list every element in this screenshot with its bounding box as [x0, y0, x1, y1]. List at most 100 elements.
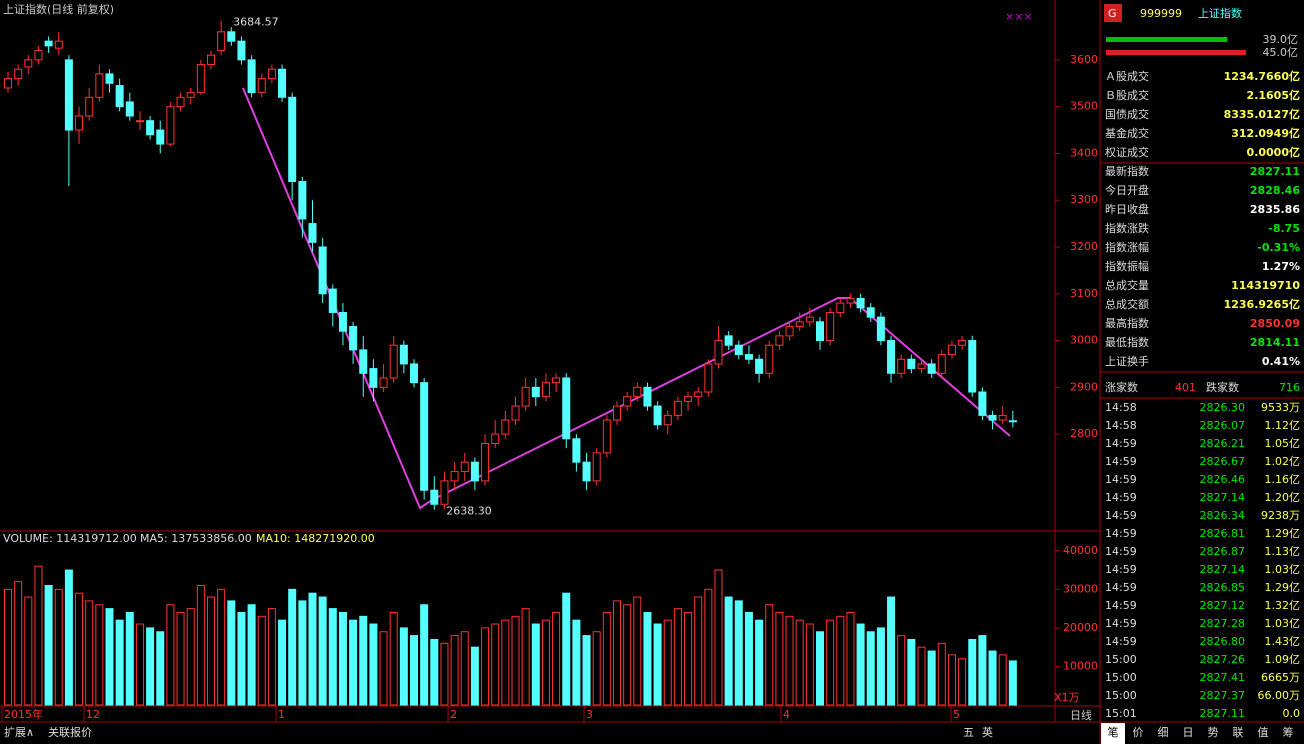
- y-tick-label: 3400: [1070, 146, 1098, 159]
- row-value: -0.31%: [1257, 241, 1300, 254]
- tab[interactable]: 笔: [1108, 725, 1119, 739]
- volume-bar: [633, 596, 642, 706]
- volume-bar: [785, 615, 794, 706]
- tick-price: 2826.85: [1200, 581, 1246, 594]
- volume-bar: [156, 631, 165, 706]
- candle-body: [988, 414, 997, 421]
- menu[interactable]: 关联报价: [48, 725, 92, 739]
- volume-bar: [399, 627, 408, 706]
- icon[interactable]: 五: [963, 726, 974, 739]
- tick-time: 14:58: [1105, 419, 1137, 432]
- y-tick-label: 3100: [1070, 287, 1098, 300]
- volume-bar: [511, 615, 520, 706]
- tab[interactable]: 细: [1158, 726, 1169, 739]
- tab[interactable]: 筹: [1283, 725, 1294, 739]
- tick-price: 2826.67: [1200, 455, 1246, 468]
- volume-bar: [298, 600, 307, 706]
- volume-bar: [643, 611, 652, 706]
- candle-body: [958, 340, 967, 346]
- tick-time: 15:00: [1105, 689, 1137, 702]
- volume-bar: [592, 631, 601, 706]
- row-value: 8335.0127亿: [1224, 107, 1300, 121]
- tick-time: 15:01: [1105, 707, 1137, 720]
- volume-bar: [95, 604, 104, 706]
- row-label: 总成交量: [1105, 278, 1149, 292]
- tab[interactable]: 联: [1233, 726, 1244, 739]
- volume-bar: [54, 588, 63, 706]
- candle-body: [115, 85, 124, 108]
- volume-bar: [521, 608, 530, 706]
- volume-bar: [217, 588, 226, 706]
- menu[interactable]: 扩展∧: [4, 725, 34, 739]
- tick-time: 14:59: [1105, 509, 1137, 522]
- candle-body: [501, 419, 510, 435]
- candle-body: [399, 344, 408, 365]
- tick-time: 14:59: [1105, 491, 1137, 504]
- row-label: 昨日收盘: [1105, 202, 1149, 216]
- volume-bar: [755, 619, 764, 706]
- volume-bar: [410, 635, 418, 706]
- tick-price: 2827.26: [1200, 653, 1246, 666]
- volume-bar: [816, 631, 824, 706]
- row-label: 最新指数: [1105, 164, 1149, 178]
- candle-body: [34, 50, 43, 61]
- candle-body: [217, 31, 226, 52]
- tick-price: 2826.34: [1200, 509, 1246, 522]
- candle-body: [85, 96, 94, 117]
- name: 上证指数: [1198, 6, 1242, 20]
- volume-bar: [724, 596, 733, 706]
- row-label: 基金成交: [1105, 126, 1149, 140]
- volume-bar: [836, 615, 845, 706]
- volume-bar: [481, 627, 490, 706]
- tick-price: 2826.81: [1200, 527, 1246, 540]
- volume-bar: [389, 611, 398, 706]
- tick-volume: 9533万: [1261, 401, 1300, 414]
- candle-body: [978, 391, 987, 416]
- tick-price: 2827.14: [1200, 563, 1246, 576]
- candle-body: [623, 396, 632, 407]
- tick-time: 14:58: [1105, 401, 1137, 414]
- breadth: 401: [1175, 381, 1196, 394]
- volume-bar: [186, 608, 195, 706]
- candle-body: [765, 344, 774, 374]
- volume-bar: [75, 592, 84, 706]
- candle-body: [247, 59, 256, 94]
- candle-body: [4, 78, 12, 89]
- candle-body: [572, 438, 581, 463]
- tick-time: 14:59: [1105, 617, 1137, 630]
- volume-bar: [765, 604, 774, 706]
- volume-header: VOLUME: 114319712.00: [3, 532, 137, 545]
- volume-bar: [694, 596, 703, 706]
- volume-bar: [115, 619, 124, 706]
- volume-bar: [572, 619, 581, 706]
- candle-body: [856, 297, 865, 309]
- candle-body: [95, 73, 104, 98]
- volume-bar: [237, 611, 246, 706]
- tab[interactable]: 势: [1208, 726, 1219, 739]
- icon[interactable]: 英: [982, 725, 993, 739]
- row-label: 最低指数: [1105, 335, 1149, 349]
- tick-time: 15:00: [1105, 671, 1137, 684]
- volume-bar: [968, 638, 977, 706]
- volume-bar: [247, 604, 256, 706]
- tab[interactable]: 值: [1258, 726, 1269, 739]
- candle-body: [105, 73, 114, 84]
- candle-body: [24, 59, 33, 68]
- candle-body: [755, 358, 764, 374]
- candle-body: [947, 344, 956, 356]
- row-value: 312.0949亿: [1231, 126, 1300, 140]
- candle-body: [927, 363, 936, 374]
- candle-body: [440, 480, 449, 505]
- tab[interactable]: 价: [1133, 726, 1144, 739]
- row-label: 权证成交: [1105, 145, 1149, 159]
- tick-price: 2826.80: [1200, 635, 1246, 648]
- volume-unit: X1万: [1054, 691, 1080, 704]
- tick-time: 14:59: [1105, 455, 1137, 468]
- candle-body: [125, 101, 134, 117]
- y-tick-label: 30000: [1063, 582, 1098, 595]
- volume-bar: [734, 600, 743, 706]
- candle-body: [278, 68, 287, 98]
- tab[interactable]: 日: [1183, 726, 1194, 739]
- volume-bar: [653, 623, 662, 706]
- tick-price: 2827.14: [1200, 491, 1246, 504]
